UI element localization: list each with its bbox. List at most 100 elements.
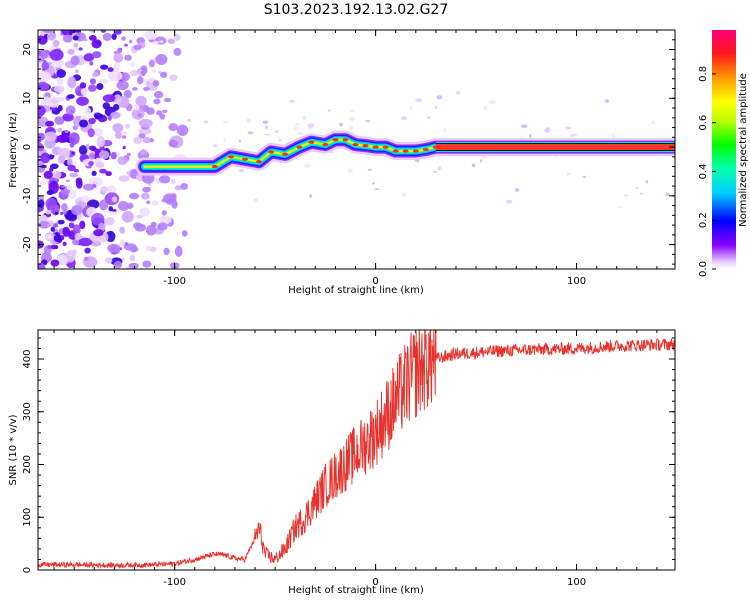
noise-speckle: [307, 123, 315, 128]
ridge-hotspot: [332, 138, 339, 142]
noise-speckle: [45, 233, 53, 240]
noise-speckle: [100, 186, 109, 193]
noise-speckle: [138, 127, 152, 135]
noise-speckle: [153, 40, 159, 45]
noise-speckle: [156, 110, 163, 116]
noise-speckle: [84, 256, 89, 261]
ridge-hotspot: [322, 143, 329, 147]
noise-speckle: [66, 185, 73, 191]
noise-speckle: [137, 113, 142, 118]
noise-speckle: [122, 145, 126, 150]
noise-speckle: [304, 163, 311, 168]
noise-speckle: [239, 168, 244, 173]
noise-speckle: [278, 138, 282, 142]
noise-speckle: [174, 33, 181, 41]
noise-speckle: [116, 80, 129, 91]
noise-speckle: [264, 125, 269, 130]
noise-speckle: [45, 209, 52, 215]
noise-speckle: [124, 54, 132, 61]
noise-speckle: [113, 62, 120, 71]
spectrogram-xtick-label: -100: [163, 276, 186, 287]
noise-speckle: [64, 130, 69, 134]
noise-speckle: [572, 133, 578, 136]
noise-speckle: [67, 158, 73, 167]
noise-speckle: [38, 160, 43, 165]
ridge-hotspot: [308, 140, 315, 144]
noise-speckle: [88, 84, 97, 92]
noise-speckle: [529, 134, 532, 138]
noise-speckle: [62, 113, 74, 122]
spectrogram-xlabel: Height of straight line (km): [288, 285, 424, 296]
noise-speckle: [117, 156, 128, 166]
noise-speckle: [144, 30, 158, 40]
noise-speckle: [133, 44, 142, 51]
ridge-hotspot: [422, 147, 429, 152]
noise-speckle: [367, 168, 372, 171]
noise-speckle: [129, 39, 133, 44]
noise-speckle: [68, 222, 75, 229]
snr-ytick-label: 400: [22, 349, 33, 368]
noise-speckle: [222, 120, 229, 124]
noise-speckle: [246, 118, 251, 123]
noise-speckle: [51, 59, 64, 68]
noise-speckle: [108, 206, 113, 212]
noise-speckle: [639, 192, 643, 195]
noise-speckle: [135, 95, 147, 107]
noise-speckle: [665, 192, 670, 196]
noise-speckle: [150, 246, 157, 252]
noise-speckle: [110, 151, 117, 160]
noise-speckle: [455, 91, 461, 95]
noise-speckle: [349, 125, 354, 130]
snr-xtick-label: -100: [163, 577, 186, 588]
noise-speckle: [105, 217, 115, 226]
noise-speckle: [81, 195, 90, 203]
noise-speckle: [104, 257, 113, 264]
noise-speckle: [45, 197, 57, 210]
noise-speckle: [140, 70, 145, 75]
noise-speckle: [159, 215, 172, 225]
snr-panel: -100 0 100 0 100 200 300 400 Height of straight…: [8, 329, 676, 596]
noise-speckle: [38, 214, 48, 224]
noise-speckle: [436, 95, 443, 100]
noise-speckle: [67, 164, 76, 172]
spectrogram-xtick-label: 0: [372, 276, 378, 287]
noise-speckle: [43, 170, 53, 179]
snr-xtick-label: 0: [372, 577, 378, 588]
noise-speckle: [92, 71, 99, 78]
noise-speckle: [582, 175, 587, 178]
noise-speckle: [544, 128, 551, 133]
noise-speckle: [161, 199, 166, 203]
noise-speckle: [62, 209, 67, 215]
noise-speckle: [45, 120, 55, 127]
noise-speckle: [69, 172, 78, 178]
noise-speckle: [488, 99, 496, 104]
noise-speckle: [618, 206, 623, 208]
ridge-hotspot: [412, 149, 419, 153]
noise-speckle: [374, 188, 380, 191]
noise-speckle: [203, 120, 209, 124]
snr-xlabel: Height of straight line (km): [288, 585, 424, 596]
noise-speckle: [88, 161, 94, 167]
noise-speckle: [365, 120, 371, 123]
noise-speckle: [79, 119, 89, 128]
noise-speckle: [347, 168, 353, 173]
noise-speckle: [142, 86, 150, 91]
noise-speckle: [54, 211, 59, 215]
noise-speckle: [57, 127, 63, 133]
noise-speckle: [88, 145, 97, 151]
noise-speckle: [294, 123, 300, 126]
noise-speckle: [84, 247, 91, 254]
noise-speckle: [117, 200, 129, 212]
snr-ytick-label: 300: [22, 402, 33, 421]
noise-speckle: [180, 183, 189, 190]
noise-speckle: [111, 196, 118, 203]
noise-speckle: [48, 145, 53, 148]
snr-ytick-label: 100: [22, 508, 33, 527]
noise-speckle: [66, 179, 70, 182]
noise-speckle: [145, 245, 152, 251]
noise-speckle: [119, 72, 130, 82]
noise-speckle: [148, 59, 155, 68]
noise-speckle: [38, 105, 46, 117]
noise-speckle: [40, 152, 51, 164]
